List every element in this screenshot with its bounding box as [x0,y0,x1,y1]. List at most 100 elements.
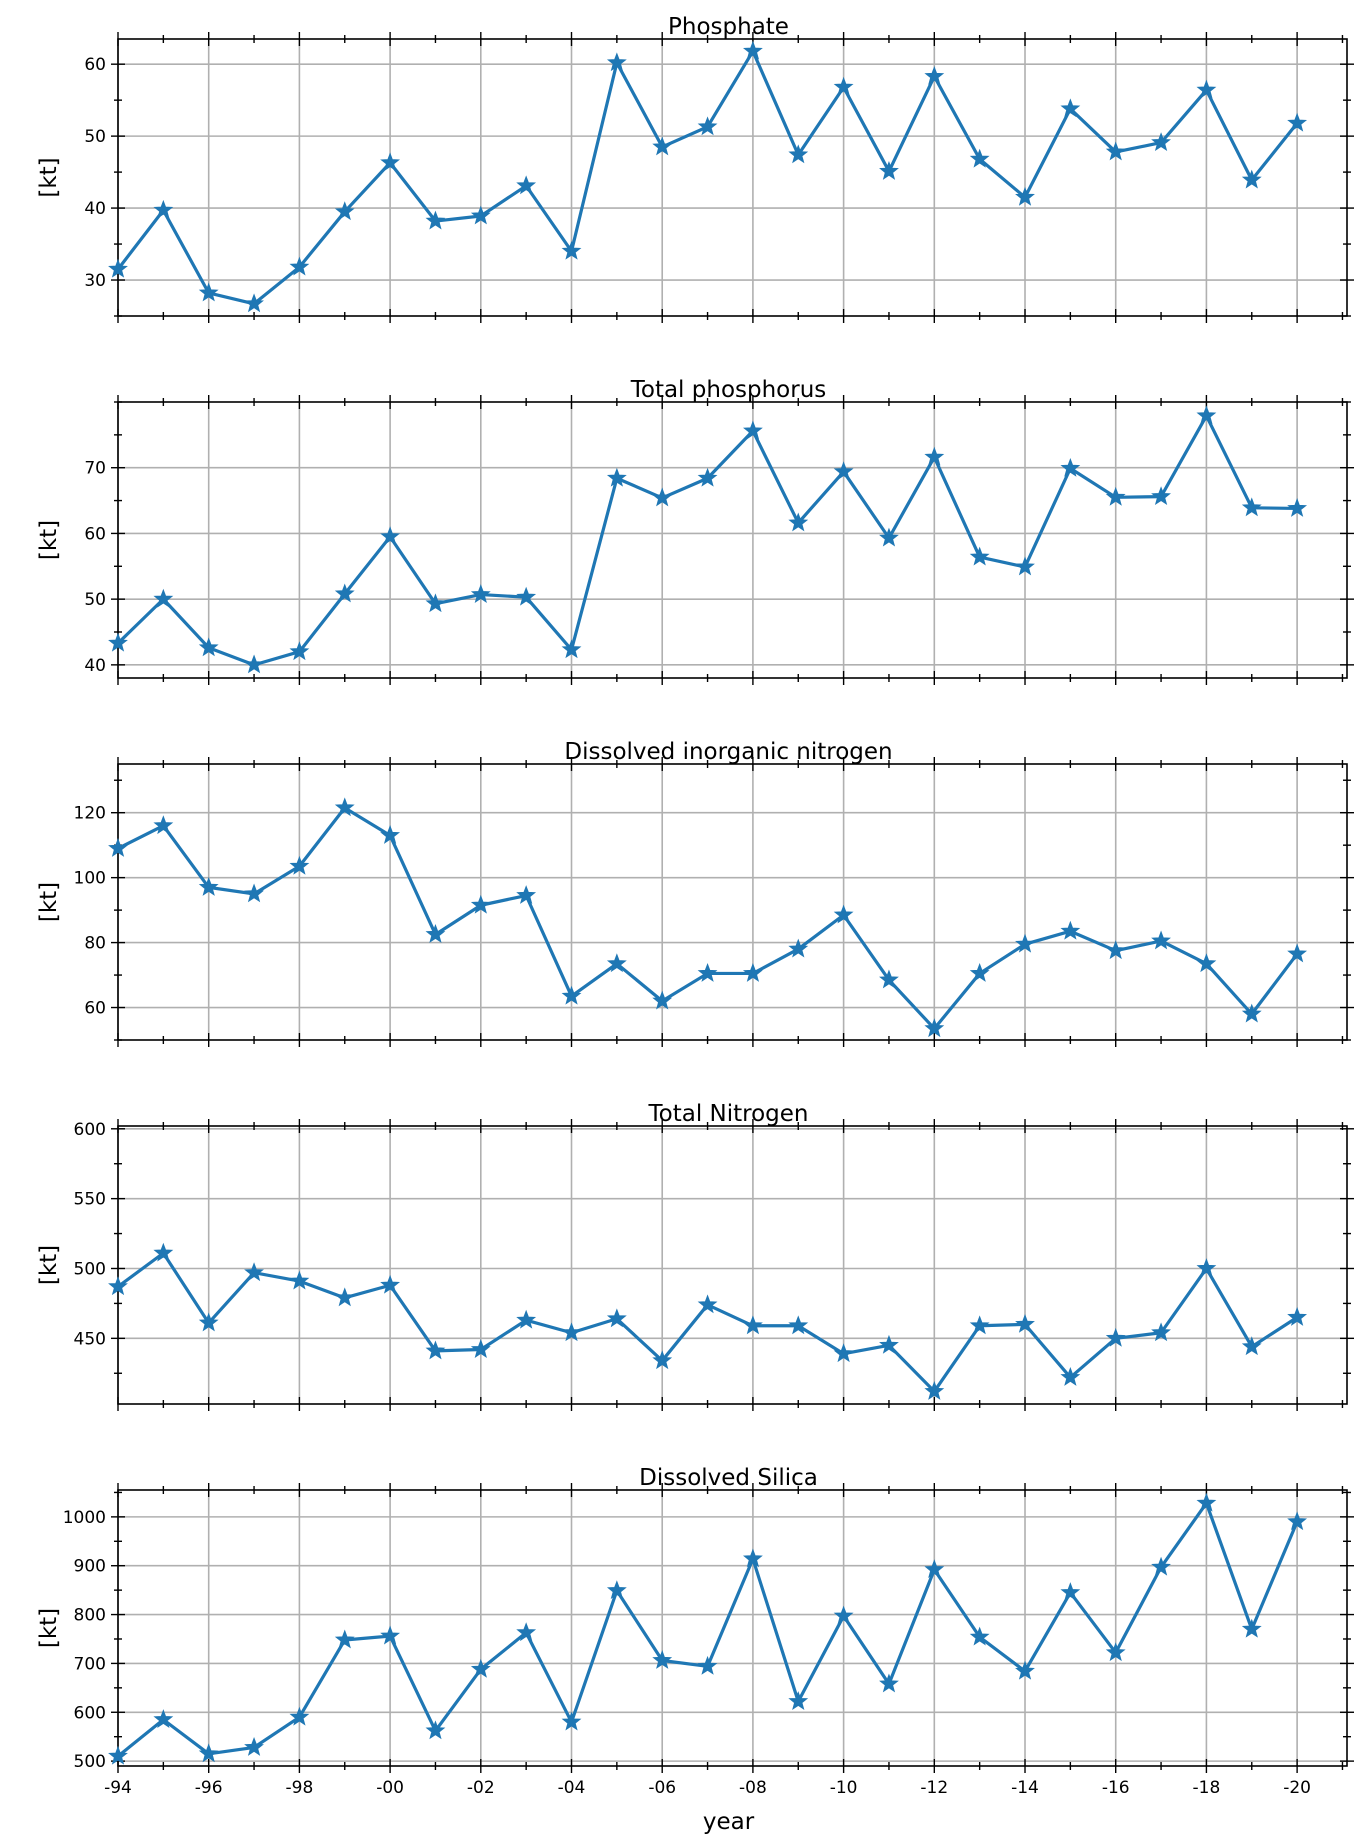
data-point [470,1658,491,1678]
x-tick-label: -06 [648,1778,676,1798]
chart-title: Dissolved Silica [639,1465,818,1491]
data-point [108,837,128,857]
data-point [969,1626,990,1646]
data-point [879,969,899,989]
series-line [116,414,1298,667]
x-axis-label: year [703,1809,755,1835]
y-tick-label: 600 [74,1120,106,1140]
y-axis-label: [kt] [36,520,62,560]
data-point [652,136,673,156]
data-point [108,1276,128,1296]
data-point [561,639,582,659]
data-point [879,160,899,180]
data-point [334,1287,355,1307]
data-point [470,205,491,225]
y-tick-label: 1000 [63,1508,106,1528]
data-point [380,152,401,172]
data-point [1105,486,1126,506]
data-point [1287,1306,1308,1326]
data-point [969,1315,990,1335]
y-tick-label: 60 [84,524,106,544]
data-point [833,1605,854,1625]
data-point [606,1308,627,1328]
data-point [788,1691,809,1710]
chart-title: Total Nitrogen [648,1101,809,1127]
y-tick-label: 700 [74,1654,106,1674]
data-point [788,512,809,532]
data-point [1105,1327,1126,1347]
data-point [1196,953,1217,973]
x-tick-label: -98 [286,1778,314,1798]
data-point [1196,1492,1217,1512]
data-point [425,210,446,230]
y-axis-label: [kt] [36,1608,62,1648]
data-point [244,883,264,903]
data-point [561,240,582,260]
data-point [606,52,627,72]
y-tick-label: 500 [74,1752,106,1772]
y-tick-label: 600 [74,1703,106,1723]
y-axis-label: [kt] [36,157,62,197]
x-tick-label: -94 [104,1778,132,1798]
data-point [1241,1003,1262,1023]
data-point [289,256,310,276]
data-point [833,461,854,481]
data-point [652,990,673,1010]
axes-frame [117,38,1348,317]
data-point [743,40,763,60]
data-point [561,985,582,1005]
data-point [516,885,537,904]
data-point [380,1274,401,1294]
data-point [697,1294,718,1314]
data-point [1015,933,1035,953]
data-point [289,641,310,661]
data-point [198,637,219,657]
data-point [879,527,899,547]
data-point [380,526,401,546]
data-point [244,654,264,674]
data-point [1241,497,1262,517]
data-point [924,65,945,85]
data-point [652,1650,673,1669]
data-point [108,632,128,652]
panel-5: 500 600 700 800 900 1000 -94 -96 -98 -00 -02 -04 -06… [36,1465,1354,1835]
data-point [1015,1660,1035,1680]
data-point [1151,486,1171,506]
data-point [153,199,174,219]
axes-frame [117,763,1348,1041]
data-point [1241,169,1262,189]
data-point [108,258,128,278]
data-point [879,1334,899,1354]
data-point [788,144,809,164]
data-point [198,876,219,896]
data-point [833,76,854,96]
axes-frame [117,1489,1348,1767]
data-point [1060,98,1081,118]
y-tick-label: 40 [84,656,106,676]
y-tick-label: 80 [84,934,106,954]
data-point [198,1312,219,1332]
data-point [1105,940,1126,960]
data-point [1287,943,1308,963]
data-point [697,963,718,982]
data-point [969,148,990,168]
data-point [1287,112,1308,132]
y-tick-label: 70 [84,459,106,479]
data-point [924,1381,945,1400]
x-tick-label: -20 [1283,1778,1311,1798]
data-point [969,546,990,566]
panel-2: 40 50 60 70 Total phosphorus [kt] [36,377,1354,685]
chart-title: Total phosphorus [630,377,827,403]
data-point [334,201,355,221]
data-point [1060,457,1081,477]
data-point [879,1673,899,1693]
axes-frame [117,1125,1348,1405]
x-tick-label: -96 [195,1778,223,1798]
data-point [1241,1336,1262,1356]
data-point [788,938,809,958]
data-point [108,1745,128,1765]
data-point [652,1350,673,1370]
data-point [334,797,355,817]
y-tick-label: 100 [74,869,106,889]
